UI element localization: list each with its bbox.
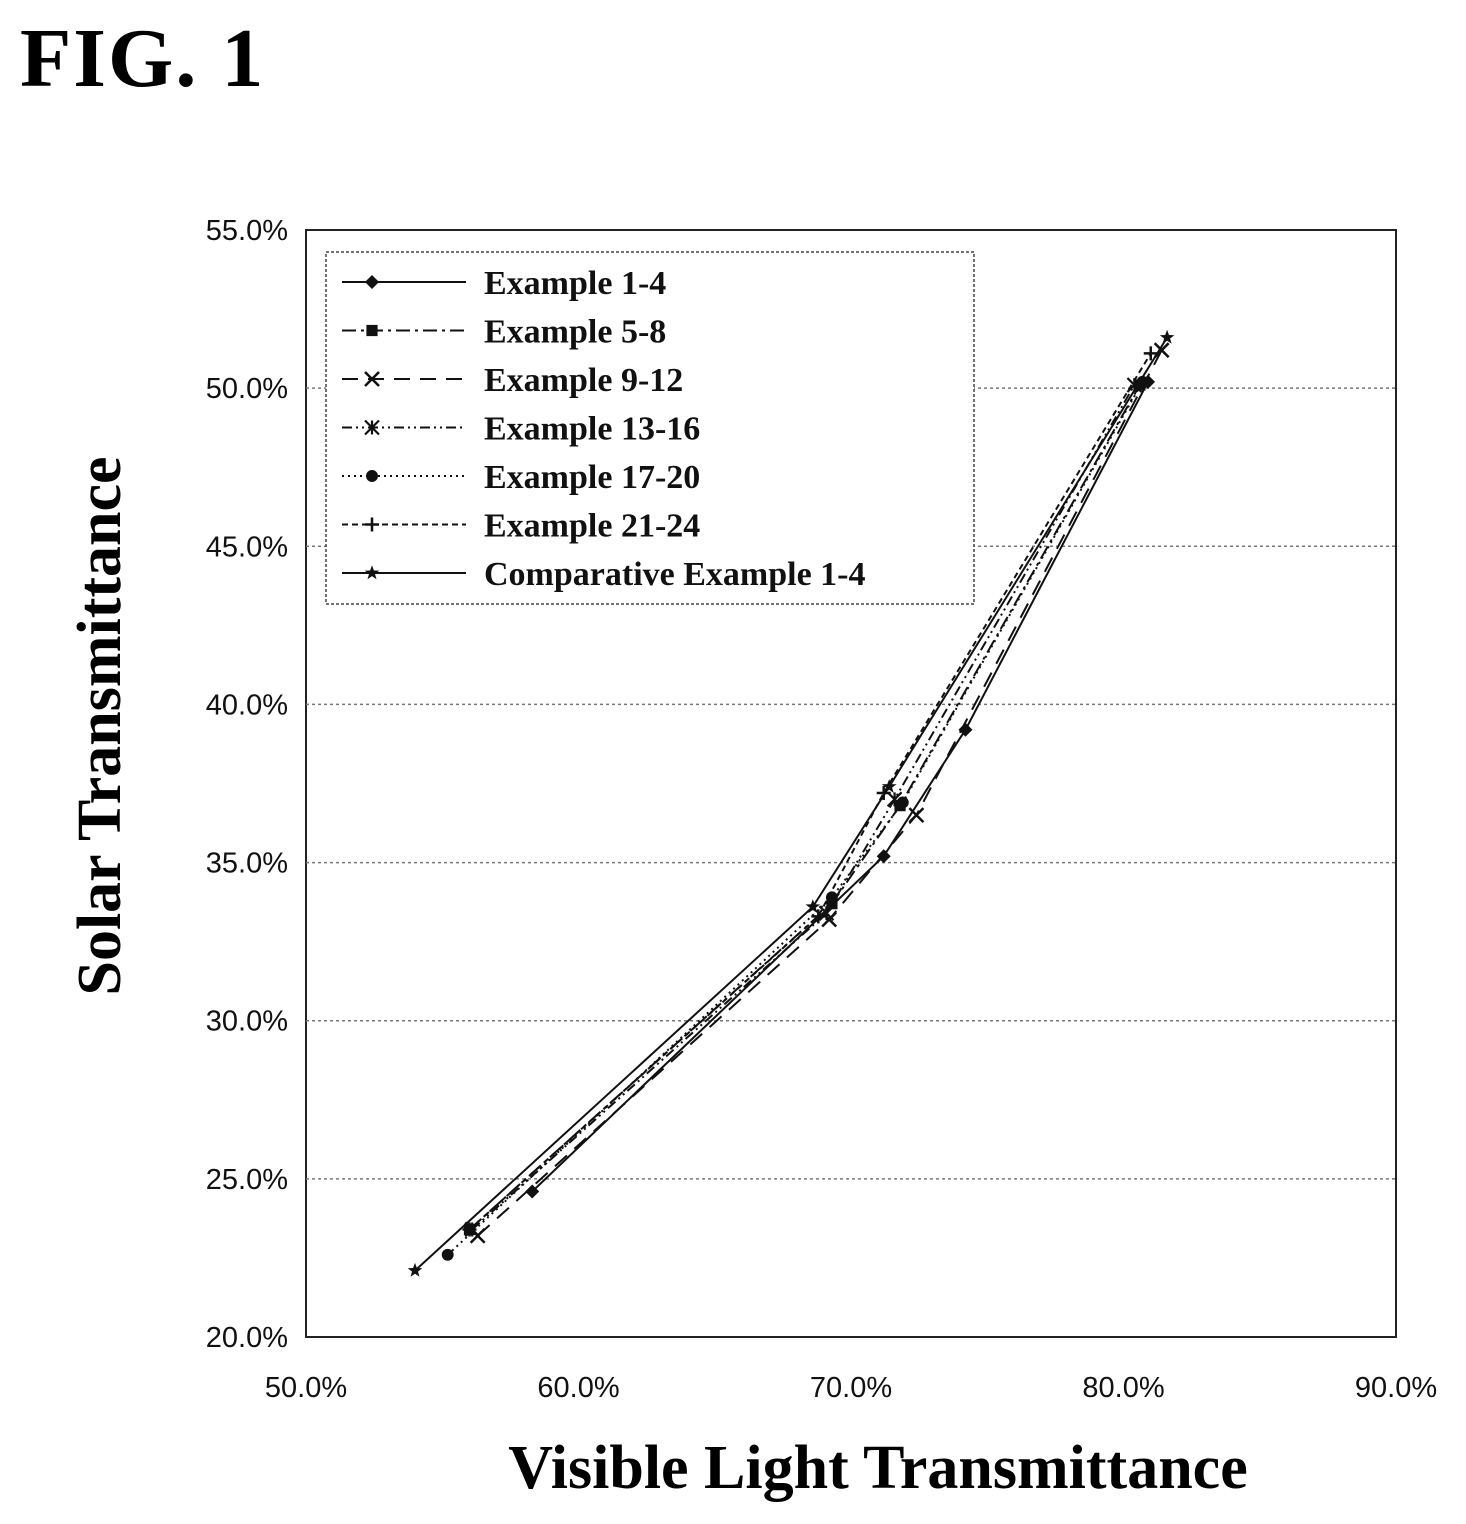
- y-tick-label: 55.0%: [206, 215, 288, 247]
- data-point: [365, 517, 379, 532]
- y-tick-label: 30.0%: [206, 1006, 288, 1038]
- x-tick-label: 60.0%: [537, 1372, 619, 1404]
- y-tick-label: 50.0%: [206, 373, 288, 405]
- x-tick-label: 70.0%: [810, 1372, 892, 1404]
- data-point: [365, 275, 379, 289]
- legend-label: Example 1-4: [484, 265, 666, 302]
- series-line: [447, 381, 1144, 1256]
- series-line: [414, 336, 1168, 1272]
- x-tick-labels: 50.0% 60.0% 70.0% 80.0% 90.0%: [265, 1372, 1437, 1404]
- data-point: [407, 1262, 423, 1277]
- data-point: [881, 779, 897, 793]
- y-axis-title: Solar Transmittance: [66, 456, 134, 995]
- data-point: [826, 898, 838, 910]
- legend-item: Example 5-8: [342, 314, 666, 351]
- y-tick-label: 25.0%: [206, 1164, 288, 1196]
- series-line: [531, 381, 1149, 1193]
- series: [441, 375, 1149, 1261]
- data-point: [1143, 346, 1158, 361]
- data-point: [462, 1222, 477, 1237]
- data-point: [441, 1248, 454, 1261]
- series: [462, 346, 1158, 1237]
- series: [469, 342, 1170, 1244]
- series-line: [477, 349, 1163, 1237]
- data-point: [1136, 375, 1149, 388]
- data-point: [811, 909, 826, 924]
- figure-label: FIG. 1: [20, 12, 266, 105]
- data-point: [1159, 329, 1175, 344]
- legend-label: Example 17-20: [484, 459, 700, 496]
- y-tick-label: 40.0%: [206, 689, 288, 721]
- data-point: [364, 419, 380, 436]
- legend-label: Example 13-16: [484, 411, 700, 448]
- series-line: [468, 352, 1152, 1231]
- data-point: [958, 722, 973, 737]
- data-point: [366, 324, 378, 337]
- data-point: [366, 470, 378, 482]
- y-tick-label: 35.0%: [206, 848, 288, 880]
- data-point: [525, 1184, 540, 1199]
- data-point: [908, 807, 925, 824]
- legend-item: Example 17-20: [342, 459, 700, 496]
- x-axis-title: Visible Light Transmittance: [508, 1434, 1247, 1502]
- data-point: [825, 891, 838, 904]
- data-point: [364, 565, 380, 580]
- series: [407, 329, 1175, 1277]
- legend-label: Example 9-12: [484, 362, 683, 399]
- y-tick-label: 45.0%: [206, 531, 288, 563]
- legend-item: Example 1-4: [342, 265, 666, 302]
- data-point: [364, 371, 380, 387]
- legend-item: Example 13-16: [342, 411, 700, 448]
- x-tick-label: 80.0%: [1082, 1372, 1164, 1404]
- data-point: [818, 905, 835, 921]
- data-point: [805, 899, 821, 914]
- legend-item: Comparative Example 1-4: [342, 556, 866, 593]
- legend: Example 1-4 Example 5-8 Example 9-12 Exampl…: [325, 251, 975, 605]
- series-line: [471, 384, 1136, 1231]
- x-tick-label: 90.0%: [1355, 1372, 1437, 1404]
- y-tick-labels: 20.0% 25.0% 30.0% 35.0% 40.0% 45.0% 50.0% 55.0%: [206, 215, 288, 1354]
- y-tick-label: 20.0%: [206, 1322, 288, 1354]
- x-tick-label: 50.0%: [265, 1372, 347, 1404]
- data-point: [896, 796, 909, 809]
- legend-item: Example 9-12: [342, 362, 683, 399]
- data-point: [876, 785, 891, 800]
- series-group: [407, 329, 1175, 1277]
- legend-label: Example 5-8: [484, 314, 666, 351]
- legend-label: Example 21-24: [484, 508, 700, 545]
- legend-label: Comparative Example 1-4: [484, 556, 866, 593]
- legend-item: Example 21-24: [342, 508, 700, 545]
